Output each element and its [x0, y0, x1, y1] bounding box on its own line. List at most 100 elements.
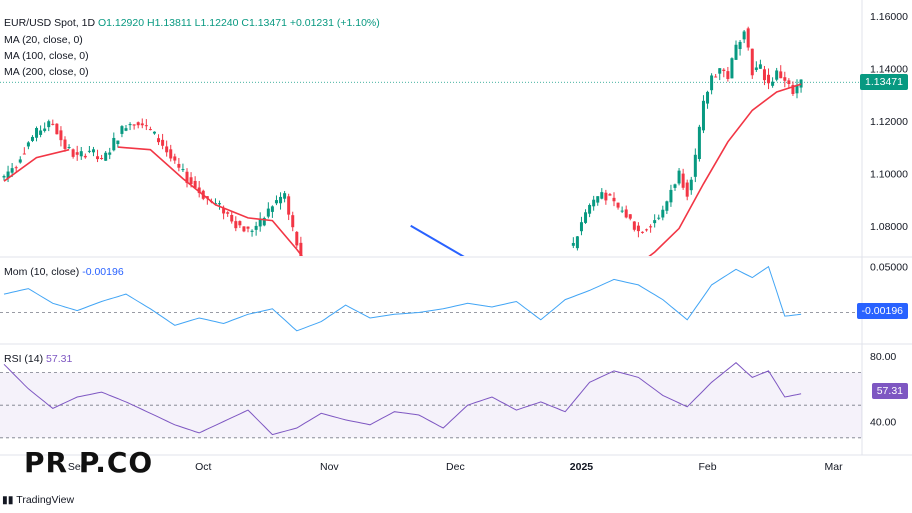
legend-momentum[interactable]: Mom (10, close) -0.00196 — [4, 266, 124, 278]
candle-body — [669, 189, 673, 203]
legend-ma20[interactable]: MA (20, close, 0) — [4, 34, 83, 46]
time-tick-label: Mar — [825, 461, 844, 473]
candle-body — [628, 214, 632, 219]
tradingview-footer[interactable]: ▮▮ TradingView — [2, 494, 74, 506]
tradingview-label: TradingView — [16, 494, 75, 506]
mom-tick-label: 0.05000 — [870, 262, 908, 274]
ma100-line — [410, 224, 465, 256]
candle-body — [185, 171, 189, 184]
momentum-path — [3, 265, 802, 332]
candle-body — [120, 126, 124, 134]
legend-ohlc: EUR/USD Spot, 1D O1.12920 H1.13811 L1.12… — [4, 17, 380, 29]
candle-body — [714, 76, 718, 78]
candle-body — [242, 226, 246, 232]
candle-body — [2, 176, 6, 178]
candle-body — [218, 203, 222, 205]
legend-ma200[interactable]: MA (200, close, 0) — [4, 66, 89, 78]
candle-body — [193, 180, 197, 188]
candle-body — [169, 149, 173, 159]
candle-body — [177, 163, 181, 168]
candle-body — [71, 149, 75, 157]
candle-body — [35, 127, 39, 138]
candle-body — [726, 71, 730, 79]
momentum-label: Mom (10, close) — [4, 266, 80, 278]
candle-body — [258, 218, 262, 227]
candle-body — [579, 222, 583, 232]
candle-body — [624, 209, 628, 218]
candle-body — [18, 159, 22, 163]
candle-body — [754, 67, 758, 70]
candle-body — [14, 167, 18, 169]
candle-body — [279, 196, 283, 204]
candle-body — [226, 212, 230, 214]
candle-body — [124, 128, 128, 131]
candle-body — [649, 226, 653, 228]
candle-body — [47, 121, 51, 128]
candle-body — [640, 231, 644, 233]
watermark-logo: PR P.CO — [24, 446, 154, 479]
price-tick-label: 1.16000 — [870, 11, 908, 23]
price-tick-label: 1.10000 — [870, 168, 908, 180]
candle-body — [584, 212, 588, 223]
candle-body — [645, 229, 649, 231]
candle-body — [287, 196, 291, 215]
candle-body — [181, 169, 185, 171]
candle-body — [157, 138, 161, 143]
candle-body — [677, 170, 681, 184]
candle-body — [665, 201, 669, 211]
candle-body — [234, 221, 238, 229]
candle-body — [91, 149, 95, 153]
candle-body — [87, 150, 91, 152]
candle-body — [689, 179, 693, 191]
candle-body — [283, 193, 287, 199]
candle-body — [165, 146, 169, 153]
candle-body — [189, 177, 193, 185]
candle-body — [758, 64, 762, 69]
rsi-badge: 57.31 — [871, 383, 908, 399]
candle-body — [250, 230, 254, 232]
time-tick-label: 2025 — [570, 461, 594, 473]
legend-ma100[interactable]: MA (100, close, 0) — [4, 50, 89, 62]
candle-body — [67, 147, 71, 149]
ma100-segment — [410, 224, 465, 256]
candle-body — [636, 225, 640, 232]
candle-body — [681, 173, 685, 188]
candle-body — [706, 91, 710, 104]
candles — [2, 26, 803, 256]
legend-rsi[interactable]: RSI (14) 57.31 — [4, 353, 72, 365]
candle-body — [771, 81, 775, 86]
candle-body — [657, 217, 661, 219]
candle-body — [140, 123, 144, 126]
rsi-label: RSI (14) — [4, 353, 44, 365]
candle-body — [738, 41, 742, 50]
candle-body — [787, 80, 791, 84]
candle-body — [750, 48, 754, 76]
candle-body — [701, 100, 705, 131]
candle-body — [632, 221, 636, 230]
momentum-value: -0.00196 — [82, 266, 124, 278]
candle-body — [116, 140, 120, 145]
grid — [0, 0, 912, 456]
candle-body — [30, 136, 34, 141]
candle-body — [59, 130, 63, 141]
candle-body — [791, 85, 795, 94]
candle-body — [26, 142, 30, 147]
candle-body — [108, 152, 112, 155]
candle-body — [43, 128, 47, 131]
time-tick-label: Feb — [698, 461, 716, 473]
candle-body — [604, 192, 608, 201]
price-tick-label: 1.14000 — [870, 63, 908, 75]
candle-body — [96, 156, 100, 160]
candle-body — [775, 70, 779, 80]
candle-body — [730, 58, 734, 79]
candle-body — [762, 69, 766, 81]
candle-body — [270, 206, 274, 212]
rsi-tick-label: 40.00 — [870, 417, 896, 429]
candle-body — [673, 184, 677, 188]
candle-body — [616, 202, 620, 208]
candle-body — [575, 236, 579, 249]
candle-body — [144, 125, 148, 127]
candle-body — [136, 122, 140, 126]
candle-body — [620, 210, 624, 212]
